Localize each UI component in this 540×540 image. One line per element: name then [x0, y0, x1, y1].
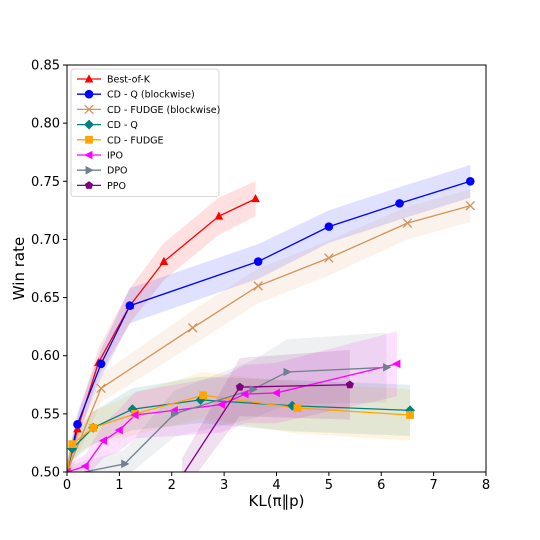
band-ppo	[182, 349, 350, 472]
legend-marker-cd-fudge	[85, 135, 93, 144]
point-dpo	[383, 363, 392, 372]
point-cd-q-blockwise	[96, 359, 106, 369]
legend-label-ipo: IPO	[107, 151, 123, 162]
point-ipo	[80, 461, 89, 471]
legend-marker-ppo	[84, 181, 94, 189]
point-ipo	[216, 400, 225, 409]
band-cd-q	[67, 376, 411, 472]
legend-label-cd-q: CD - Q	[107, 120, 138, 131]
legend-label-dpo: DPO	[107, 166, 128, 177]
point-cd-fudge-blockwise	[465, 200, 476, 211]
x-tick-label: 4	[272, 478, 280, 493]
point-dpo	[121, 459, 130, 469]
x-tick-label: 5	[325, 478, 333, 493]
legend-marker-ipo	[84, 150, 93, 160]
legend-marker-cd-q	[84, 119, 94, 130]
point-cd-q-blockwise	[125, 301, 135, 311]
y-tick-label: 0.80	[31, 117, 60, 132]
legend-label-cd-fudge: CD - FUDGE	[107, 135, 164, 146]
y-tick-label: 0.55	[31, 407, 60, 422]
point-ipo	[271, 388, 280, 398]
point-cd-q-blockwise	[395, 199, 404, 208]
point-best-of-k	[251, 193, 260, 203]
point-cd-fudge	[199, 391, 208, 400]
point-ipo	[130, 410, 139, 420]
y-tick-label: 0.60	[31, 349, 60, 364]
x-tick-label: 8	[482, 478, 490, 493]
x-tick-label: 2	[168, 478, 176, 493]
x-tick-label: 6	[377, 478, 385, 493]
line-ipo	[67, 363, 398, 472]
y-tick-label: 0.65	[31, 291, 60, 306]
line-dpo	[80, 366, 387, 472]
legend-marker-dpo	[85, 165, 94, 175]
point-cd-fudge-blockwise	[96, 383, 106, 394]
band-cd-q-blockwise	[67, 165, 471, 472]
point-ipo	[240, 389, 249, 399]
legend-box	[70, 68, 220, 197]
point-dpo	[283, 367, 292, 377]
point-cd-fudge	[89, 423, 98, 432]
point-cd-fudge-blockwise	[402, 218, 413, 228]
band-best-of-k	[67, 181, 256, 472]
point-cd-q-blockwise	[253, 257, 263, 266]
point-cd-fudge-blockwise	[187, 323, 198, 333]
point-cd-fudge	[406, 411, 414, 419]
y-tick-label: 0.70	[31, 233, 60, 248]
point-dpo	[249, 385, 258, 394]
point-best-of-k	[159, 256, 169, 265]
point-ipo	[392, 359, 401, 369]
y-tick-label: 0.85	[31, 59, 60, 74]
point-ipo	[67, 467, 71, 472]
line-cd-q-blockwise	[67, 180, 471, 472]
point-cd-q	[67, 443, 78, 454]
point-cd-q-blockwise	[465, 176, 475, 186]
x-tick-label: 3	[220, 478, 228, 493]
y-tick-label: 0.75	[31, 175, 60, 190]
x-tick-label: 0	[63, 478, 71, 493]
point-ipo	[98, 436, 108, 445]
legend-label-cd-fudge-blockwise: CD - FUDGE (blockwise)	[107, 105, 220, 116]
band-cd-fudge	[67, 371, 411, 472]
legend-label-best-of-k: Best-of-K	[107, 75, 151, 86]
point-cd-q-blockwise	[73, 420, 82, 429]
x-tick-label: 7	[429, 478, 437, 493]
y-tick-label: 0.50	[31, 466, 60, 481]
legend-marker-best-of-k	[84, 74, 94, 83]
x-axis-ticks: 0 1 2 3 4 5 6 7 8	[63, 472, 490, 493]
x-tick-label: 1	[115, 478, 123, 493]
band-cd-fudge-blockwise	[67, 189, 471, 472]
legend-marker-cd-q-blockwise	[84, 89, 94, 99]
point-cd-fudge	[68, 440, 77, 448]
point-ppo	[235, 382, 244, 391]
legend-label-cd-q-blockwise: CD - Q (blockwise)	[107, 90, 195, 101]
y-axis-label: Win rate	[10, 237, 28, 300]
point-cd-fudge	[293, 404, 302, 412]
legend: Best-of-K CD - Q (blockwise) CD - FUDGE (b…	[70, 68, 220, 197]
series-markers	[67, 176, 476, 472]
point-cd-fudge-blockwise	[253, 281, 263, 291]
x-axis-label: KL(π‖p)	[249, 492, 305, 510]
point-dpo	[170, 409, 180, 419]
legend-marker-cd-fudge-blockwise	[84, 104, 94, 115]
point-ppo	[345, 380, 354, 389]
legend-label-ppo: PPO	[107, 181, 126, 192]
point-cd-q-blockwise	[324, 222, 334, 231]
point-ipo	[114, 425, 123, 435]
point-cd-fudge-blockwise	[324, 253, 334, 263]
point-best-of-k	[214, 211, 224, 220]
y-axis-ticks: 0.50 0.55 0.60 0.65 0.70 0.75 0.80 0.85	[31, 59, 67, 481]
